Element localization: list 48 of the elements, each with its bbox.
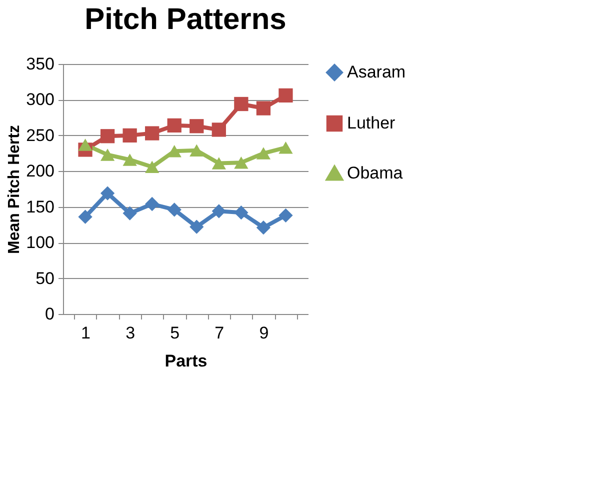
y-tick-label: 50 bbox=[36, 268, 54, 288]
point bbox=[167, 118, 182, 132]
y-tick-label: 150 bbox=[26, 197, 54, 216]
y-tick-label: 350 bbox=[26, 54, 54, 74]
legend-label: Luther bbox=[347, 114, 396, 132]
point bbox=[190, 119, 204, 134]
y-tick-label: 0 bbox=[45, 304, 54, 324]
point bbox=[78, 210, 92, 224]
x-tick-label: 7 bbox=[214, 324, 224, 342]
point bbox=[234, 156, 248, 169]
point bbox=[190, 220, 204, 234]
point bbox=[278, 88, 293, 102]
point bbox=[100, 129, 115, 144]
point bbox=[167, 202, 182, 217]
point bbox=[100, 148, 115, 161]
point bbox=[190, 144, 204, 157]
point bbox=[145, 160, 160, 173]
point bbox=[256, 147, 271, 160]
chart-title: Pitch Patterns bbox=[84, 3, 286, 36]
y-tick-label: 100 bbox=[26, 233, 54, 252]
y-tick-label: 300 bbox=[26, 90, 54, 110]
point bbox=[167, 145, 182, 158]
point bbox=[122, 154, 137, 166]
y-tick-label: 250 bbox=[26, 126, 54, 145]
point bbox=[78, 138, 92, 151]
point bbox=[234, 96, 248, 112]
point bbox=[256, 220, 271, 235]
x-tick-label: 9 bbox=[259, 324, 269, 342]
legend-label: Asaram bbox=[347, 62, 406, 82]
x-tick-label: 5 bbox=[170, 324, 180, 342]
point bbox=[122, 206, 137, 220]
point bbox=[256, 101, 271, 116]
point bbox=[122, 128, 137, 142]
point bbox=[278, 141, 293, 154]
point bbox=[278, 208, 293, 222]
point bbox=[212, 157, 226, 170]
x-axis-title: Parts bbox=[164, 352, 208, 370]
point bbox=[100, 186, 115, 200]
point bbox=[234, 206, 248, 220]
x-tick-label: 3 bbox=[126, 324, 136, 342]
y-tick-label: 200 bbox=[26, 162, 54, 181]
point bbox=[212, 122, 226, 137]
point bbox=[145, 196, 160, 212]
x-tick-label: 1 bbox=[81, 324, 91, 342]
point bbox=[145, 126, 160, 140]
legend-label: Obama bbox=[347, 164, 404, 182]
point bbox=[212, 204, 226, 218]
y-axis-title: Mean Pitch Hertz bbox=[6, 125, 24, 254]
